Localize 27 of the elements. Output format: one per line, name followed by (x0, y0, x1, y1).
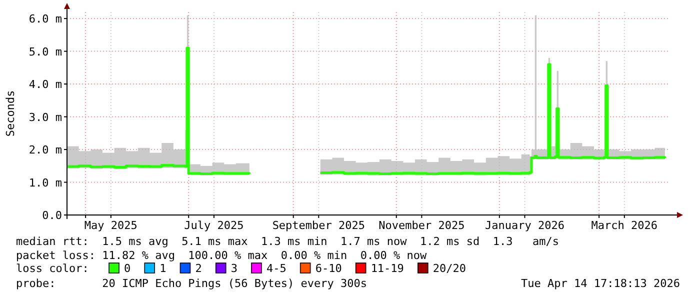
x-tick-label: May 2025 (84, 219, 138, 232)
text: median rtt: 1.5 ms avg 5.1 ms max 1.3 ms min 1.7 ms now 1.2 ms sd 1.3 am/s (16, 235, 560, 248)
legend-label: 2 (195, 262, 202, 275)
x-tick-label: January 2026 (484, 219, 564, 232)
text: packet loss: 11.82 % avg 100.00 % max 0.00 % min 0.00 % now (16, 249, 427, 262)
y-tick-label: 3.0 m (28, 110, 62, 124)
x-tick-label: March 2026 (591, 219, 658, 232)
y-axis-title: Seconds (4, 90, 17, 137)
y-tick-label: 2.0 m (28, 144, 62, 157)
y-tick-label: 6.0 m (28, 12, 62, 26)
legend-label: 6-10 (315, 262, 342, 275)
legend-label: 20/20 (432, 262, 466, 275)
y-tick-label: 0.0 (42, 209, 62, 222)
y-tick-label: 1.0 m (28, 176, 62, 190)
legend-label: 3 (230, 262, 238, 275)
y-tick-label: 4.0 m (28, 78, 62, 92)
legend-label: 1 (160, 262, 166, 275)
legend-label: 11-19 (370, 262, 404, 275)
legend-label: 0 (124, 262, 131, 275)
y-tick-label: 5.0 m (28, 45, 62, 58)
legend-label: 4-5 (266, 262, 286, 275)
text: probe: 20 ICMP Echo Pings (56 Bytes) every 300s (16, 277, 367, 290)
x-tick-label: November 2025 (378, 219, 465, 232)
x-tick-label: September 2025 (272, 219, 366, 232)
text: Tue Apr 14 17:18:13 2026 (521, 277, 680, 290)
legend-title: loss color: (16, 262, 89, 275)
x-tick-label: July 2025 (184, 219, 244, 232)
